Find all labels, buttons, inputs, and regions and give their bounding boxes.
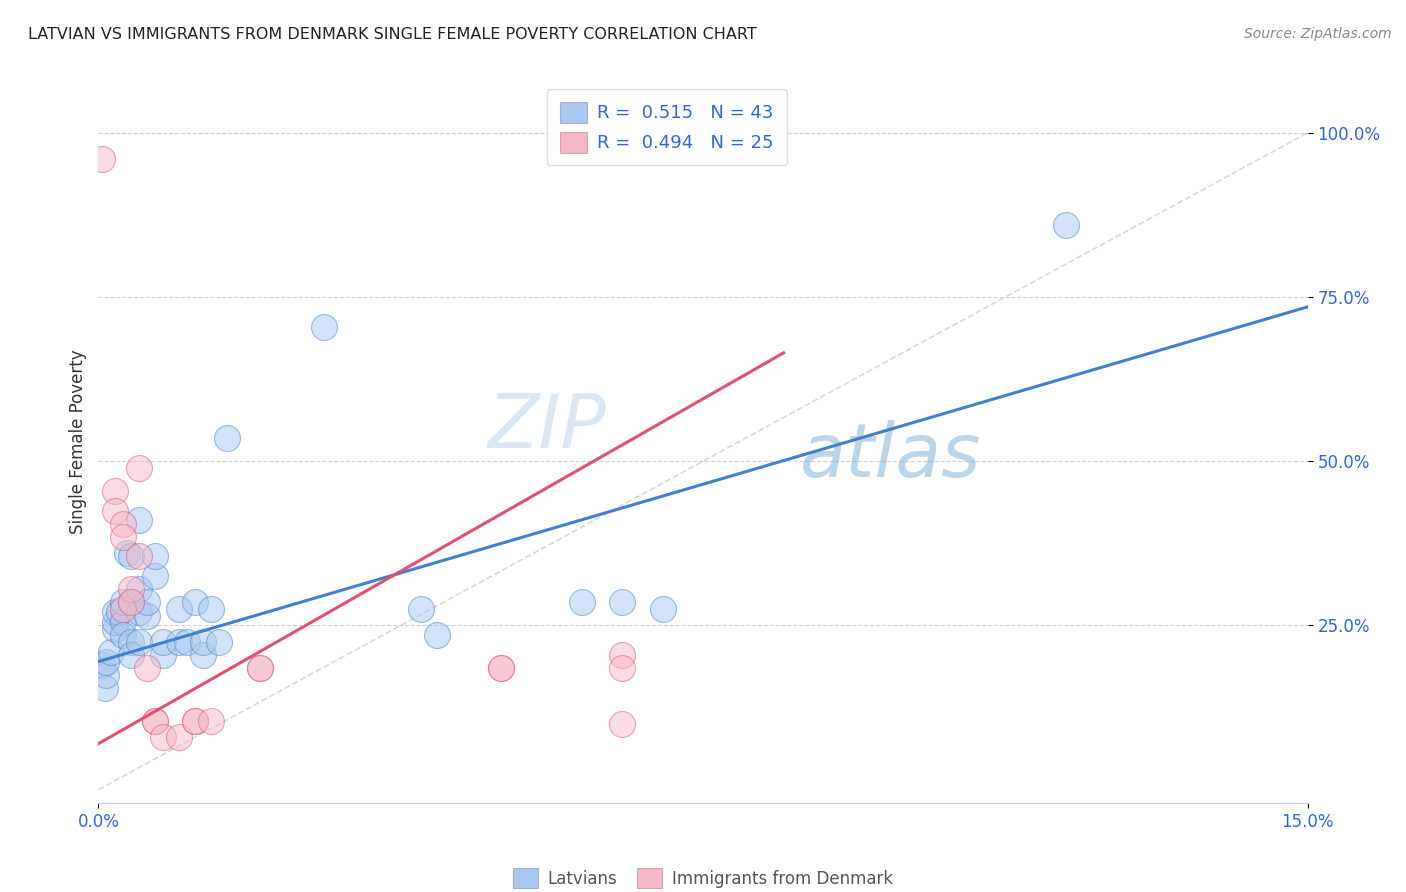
Point (167, 730, 190, 744)
Point (111, 595, 134, 609)
Point (111, 615, 134, 630)
Point (143, 549, 166, 564)
Y-axis label: Single Female Poverty: Single Female Poverty (69, 350, 87, 533)
Point (193, 648, 215, 662)
Point (249, 661, 271, 675)
Point (176, 635, 198, 649)
Text: LATVIAN VS IMMIGRANTS FROM DENMARK SINGLE FEMALE POVERTY CORRELATION CHART: LATVIAN VS IMMIGRANTS FROM DENMARK SINGL… (28, 27, 756, 42)
Point (152, 635, 174, 649)
Text: ZIP: ZIP (488, 391, 606, 463)
Point (409, 602, 432, 616)
Point (217, 431, 239, 445)
Point (103, 503, 125, 517)
Point (111, 530, 134, 544)
Point (115, 546, 138, 560)
Point (143, 714, 166, 728)
Point (120, 595, 142, 609)
Point (314, 319, 336, 334)
Point (491, 661, 513, 675)
Point (96, 667, 118, 681)
Point (612, 717, 634, 731)
Point (612, 661, 634, 675)
Point (571, 595, 593, 609)
Point (651, 602, 673, 616)
Point (128, 549, 150, 564)
Point (120, 595, 142, 609)
Text: Source: ZipAtlas.com: Source: ZipAtlas.com (1244, 27, 1392, 41)
Point (103, 483, 125, 498)
Point (143, 714, 166, 728)
Point (128, 460, 150, 475)
Point (103, 605, 125, 619)
Point (167, 635, 190, 649)
Point (135, 595, 157, 609)
Point (184, 595, 207, 609)
Point (120, 582, 142, 597)
Point (184, 714, 207, 728)
Point (143, 569, 166, 583)
Point (612, 595, 634, 609)
Point (120, 648, 142, 662)
Point (128, 635, 150, 649)
Point (120, 549, 142, 564)
Point (100, 645, 122, 659)
Point (152, 648, 174, 662)
Point (426, 628, 449, 642)
Point (111, 602, 134, 616)
Point (111, 516, 134, 531)
Point (167, 602, 190, 616)
Point (200, 602, 222, 616)
Point (94, 681, 117, 695)
Point (128, 582, 150, 597)
Point (249, 661, 271, 675)
Point (103, 622, 125, 636)
Point (91, 152, 114, 166)
Point (208, 635, 231, 649)
Legend: Latvians, Immigrants from Denmark: Latvians, Immigrants from Denmark (506, 862, 900, 892)
Point (103, 615, 125, 630)
Point (135, 608, 157, 623)
Point (107, 605, 129, 619)
Point (135, 661, 157, 675)
Point (96, 655, 118, 669)
Point (612, 648, 634, 662)
Point (152, 730, 174, 744)
Text: atlas: atlas (800, 420, 981, 492)
Point (1054, 218, 1077, 232)
Point (128, 605, 150, 619)
Point (184, 714, 207, 728)
Point (120, 635, 142, 649)
Point (91, 657, 114, 672)
Point (200, 714, 222, 728)
Point (128, 513, 150, 527)
Point (193, 635, 215, 649)
Point (491, 661, 513, 675)
Point (111, 628, 134, 642)
